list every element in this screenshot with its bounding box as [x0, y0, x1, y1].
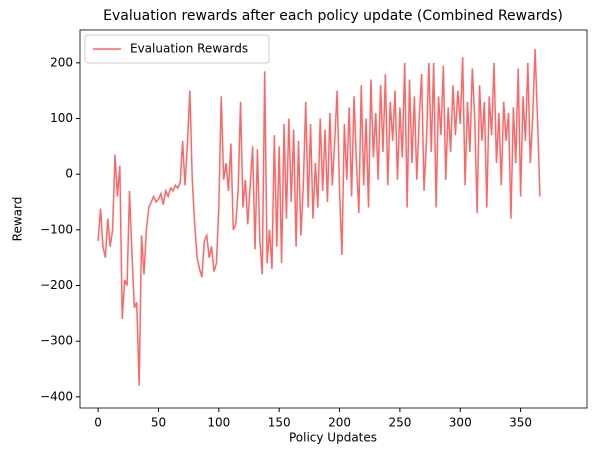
chart-title: Evaluation rewards after each policy upd…	[103, 8, 563, 24]
x-tick-label: 50	[151, 416, 166, 430]
plot-frame	[79, 29, 588, 409]
y-axis-label: Reward	[11, 197, 25, 242]
x-tick-label: 100	[207, 416, 230, 430]
line-series	[97, 48, 541, 386]
y-tick-label: 0	[65, 167, 73, 181]
x-tick-label: 350	[509, 416, 532, 430]
legend-box	[84, 34, 270, 64]
y-tick-label: 100	[50, 111, 73, 125]
x-axis-label: Policy Updates	[289, 431, 377, 445]
y-tick-label: −100	[40, 222, 73, 236]
x-tick-label: 0	[94, 416, 102, 430]
legend: Evaluation Rewards	[84, 34, 270, 64]
legend-label: Evaluation Rewards	[130, 42, 248, 56]
x-tick-label: 200	[328, 416, 351, 430]
x-tick-label: 300	[449, 416, 472, 430]
x-tick-label: 250	[388, 416, 411, 430]
y-tick-label: −400	[40, 389, 73, 403]
y-tick-label: −300	[40, 334, 73, 348]
y-tick-label: −200	[40, 278, 73, 292]
x-tick-label: 150	[268, 416, 291, 430]
y-tick-label: 200	[50, 55, 73, 69]
